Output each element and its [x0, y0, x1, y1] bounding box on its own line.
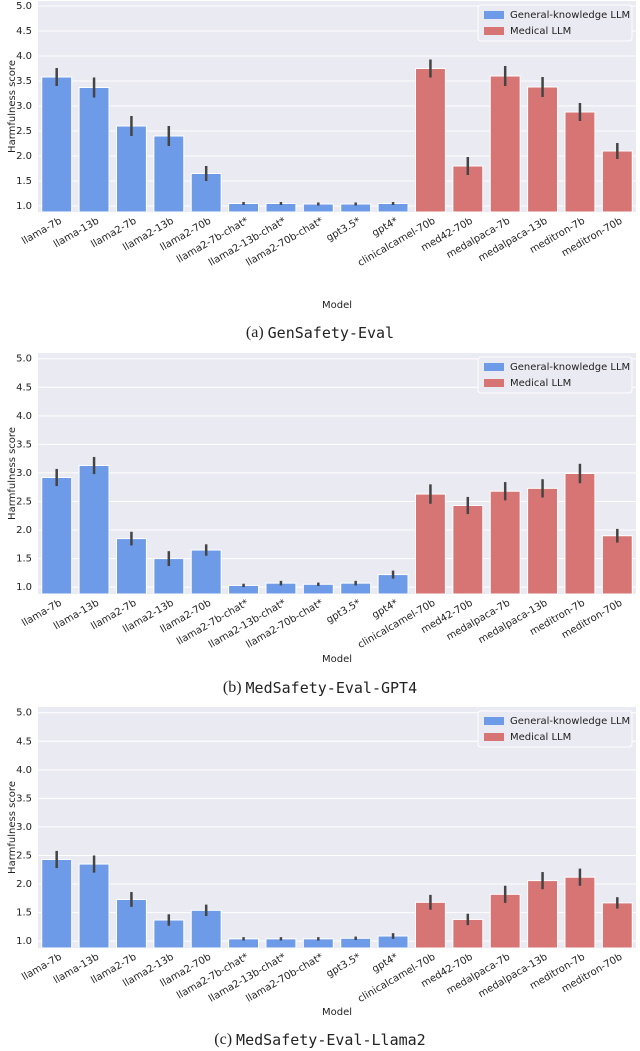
- y-tick-label: 1.5: [16, 554, 32, 565]
- caption: (b) MedSafety-Eval-GPT4: [223, 679, 417, 697]
- y-tick-label: 4.5: [16, 382, 32, 393]
- y-tick-label: 2.0: [16, 151, 32, 162]
- bar: [41, 476, 73, 595]
- bar: [115, 125, 147, 213]
- y-tick-label: 3.0: [16, 101, 32, 112]
- legend-box: [477, 710, 633, 748]
- legend-swatch: [484, 27, 504, 35]
- y-tick-label: 4.0: [16, 51, 32, 62]
- y-tick-label: 3.5: [16, 76, 32, 87]
- y-tick-label: 1.5: [16, 908, 32, 919]
- x-tick-label: gpt3.5*: [325, 952, 363, 980]
- y-tick-label: 2.5: [16, 496, 32, 507]
- bar: [153, 135, 185, 213]
- caption-text: GenSafety-Eval: [268, 324, 394, 342]
- legend-label: General-knowledge LLM: [510, 716, 630, 727]
- bar: [527, 487, 559, 595]
- y-axis-label: Harmfulness score: [7, 60, 18, 153]
- caption-text: MedSafety-Eval-Llama2: [236, 1031, 426, 1049]
- bar: [601, 902, 633, 949]
- y-tick-label: 1.0: [16, 582, 32, 593]
- y-axis-label: Harmfulness score: [7, 781, 18, 874]
- y-tick-label: 4.0: [16, 411, 32, 422]
- legend-label: Medical LLM: [510, 378, 571, 389]
- legend-label: Medical LLM: [510, 732, 571, 743]
- y-tick-label: 3.5: [16, 439, 32, 450]
- bar: [190, 909, 222, 949]
- legend-box: [477, 4, 633, 42]
- bar: [489, 490, 521, 595]
- bar: [489, 75, 521, 213]
- legend-label: General-knowledge LLM: [510, 362, 630, 373]
- y-axis-label: Harmfulness score: [7, 427, 18, 520]
- legend-swatch: [484, 363, 504, 371]
- bar: [527, 86, 559, 213]
- bar: [115, 538, 147, 595]
- y-tick-label: 5.0: [16, 708, 32, 719]
- y-tick-label: 4.5: [16, 26, 32, 37]
- bar: [414, 68, 446, 213]
- legend-swatch: [484, 717, 504, 725]
- legend-label: General-knowledge LLM: [510, 10, 630, 21]
- y-tick-label: 1.0: [16, 936, 32, 947]
- x-axis-label: Model: [322, 1007, 352, 1018]
- bar: [527, 880, 559, 949]
- legend-label: Medical LLM: [510, 26, 571, 37]
- y-tick-label: 1.5: [16, 176, 32, 187]
- bar: [78, 87, 110, 213]
- y-tick-label: 2.5: [16, 126, 32, 137]
- bar: [564, 473, 596, 595]
- bar: [601, 535, 633, 595]
- y-tick-label: 4.0: [16, 765, 32, 776]
- x-tick-label: gpt3.5*: [325, 216, 363, 244]
- y-tick-label: 3.0: [16, 822, 32, 833]
- bar: [115, 898, 147, 949]
- bar: [564, 876, 596, 949]
- y-tick-label: 5.0: [16, 1, 32, 12]
- bar: [190, 549, 222, 595]
- y-tick-label: 2.0: [16, 879, 32, 890]
- bar: [41, 858, 73, 949]
- x-tick-label: gpt3.5*: [325, 598, 363, 626]
- caption: (c) MedSafety-Eval-Llama2: [214, 1031, 425, 1049]
- caption-label: (a): [246, 324, 264, 341]
- bar: [564, 111, 596, 213]
- y-tick-label: 2.5: [16, 850, 32, 861]
- legend-box: [477, 356, 633, 394]
- y-tick-label: 2.0: [16, 525, 32, 536]
- bar: [41, 76, 73, 213]
- caption-label: (b): [223, 679, 242, 696]
- legend-swatch: [484, 733, 504, 741]
- bar: [601, 150, 633, 213]
- y-tick-label: 4.5: [16, 736, 32, 747]
- y-tick-label: 1.0: [16, 201, 32, 212]
- legend-swatch: [484, 379, 504, 387]
- y-tick-label: 5.0: [16, 354, 32, 365]
- y-tick-label: 3.0: [16, 468, 32, 479]
- bar: [452, 504, 484, 595]
- x-axis-label: Model: [322, 300, 352, 311]
- caption: (a) GenSafety-Eval: [246, 324, 394, 342]
- x-axis-label: Model: [322, 654, 352, 665]
- bar: [414, 901, 446, 949]
- caption-label: (c): [214, 1031, 232, 1048]
- bar: [78, 465, 110, 595]
- bar: [78, 863, 110, 949]
- bar: [489, 893, 521, 949]
- caption-text: MedSafety-Eval-GPT4: [246, 679, 418, 697]
- legend-swatch: [484, 11, 504, 19]
- bar: [414, 493, 446, 595]
- y-tick-label: 3.5: [16, 793, 32, 804]
